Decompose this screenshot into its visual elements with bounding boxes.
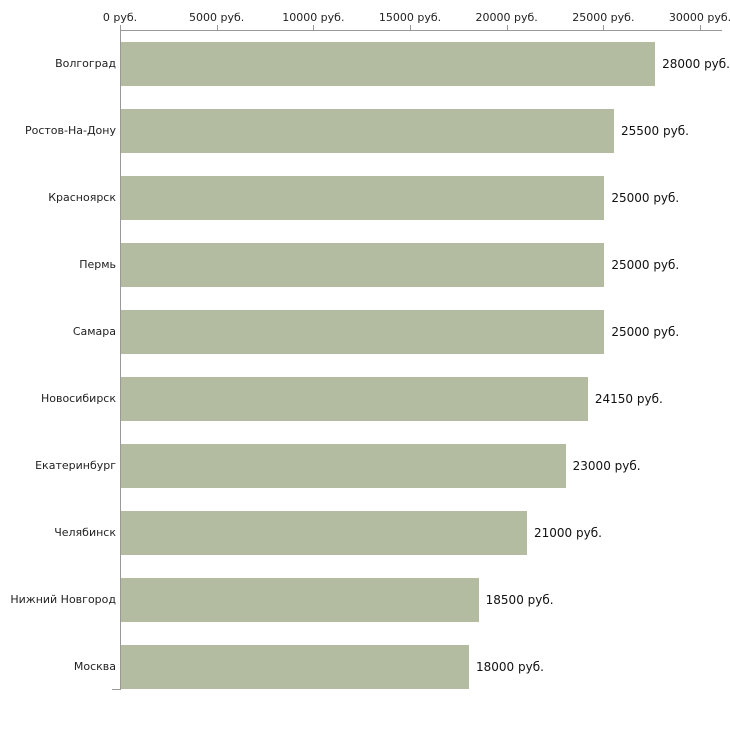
x-tick-mark [506,25,508,30]
category-label: Волгоград [55,57,116,70]
bar [121,443,566,488]
chart-row: Волгоград 28000 руб. [0,30,730,97]
value-label: 25000 руб. [611,324,680,339]
x-tick-label: 0 руб. [102,11,138,24]
y-axis-line [120,30,121,690]
value-label: 18500 руб. [485,592,554,607]
category-label: Новосибирск [40,392,116,405]
value-label: 18000 руб. [476,659,544,674]
value-label: 21000 руб. [534,525,602,540]
bar [121,108,614,153]
x-tick-label: 10000 руб. [282,11,345,24]
chart-row: Новосибирск 24150 руб. [0,365,730,432]
category-label: Красноярск [48,191,116,204]
x-tick-label: 30000 руб. [668,11,730,24]
value-label: 25000 руб. [611,190,680,205]
category-label: Москва [73,660,116,673]
bar [121,510,527,555]
bar [121,242,605,287]
chart-row: Нижний Новгород 18500 руб. [0,566,730,633]
chart-row: Екатеринбург 23000 руб. [0,432,730,499]
category-label: Челябинск [54,526,116,539]
x-tick-label: 15000 руб. [378,11,442,24]
y-axis-end-tick [112,689,120,690]
value-label: 23000 руб. [572,458,641,473]
category-label: Ростов-На-Дону [24,124,116,137]
chart-row: Ростов-На-Дону 25500 руб. [0,97,730,164]
value-label: 25000 руб. [611,257,680,272]
category-label: Самара [72,325,116,338]
x-tick-label: 20000 руб. [475,11,538,24]
x-tick-mark [313,25,315,30]
value-label: 25500 руб. [621,123,689,138]
bar [121,41,656,86]
x-tick-mark [603,25,605,30]
chart-row: Самара 25000 руб. [0,298,730,365]
bar [121,175,605,220]
x-tick-mark [120,25,121,30]
x-axis-line [120,30,722,31]
category-label: Пермь [79,258,116,271]
x-tick-mark [410,25,411,30]
value-label: 28000 руб. [662,56,730,71]
bar [121,644,469,689]
x-tick-mark [216,25,218,30]
chart-row: Пермь 25000 руб. [0,231,730,298]
bar [121,577,479,622]
x-tick-mark [700,25,701,30]
value-label: 24150 руб. [594,391,663,406]
bar [121,376,588,421]
x-tick-label: 25000 руб. [572,11,635,24]
x-tick-label: 5000 руб. [189,11,245,24]
chart-row: Москва 18000 руб. [0,633,730,700]
chart-row: Красноярск 25000 руб. [0,164,730,231]
category-label: Екатеринбург [35,459,116,472]
bar [121,309,605,354]
chart-row: Челябинск 21000 руб. [0,499,730,566]
category-label: Нижний Новгород [10,593,116,606]
